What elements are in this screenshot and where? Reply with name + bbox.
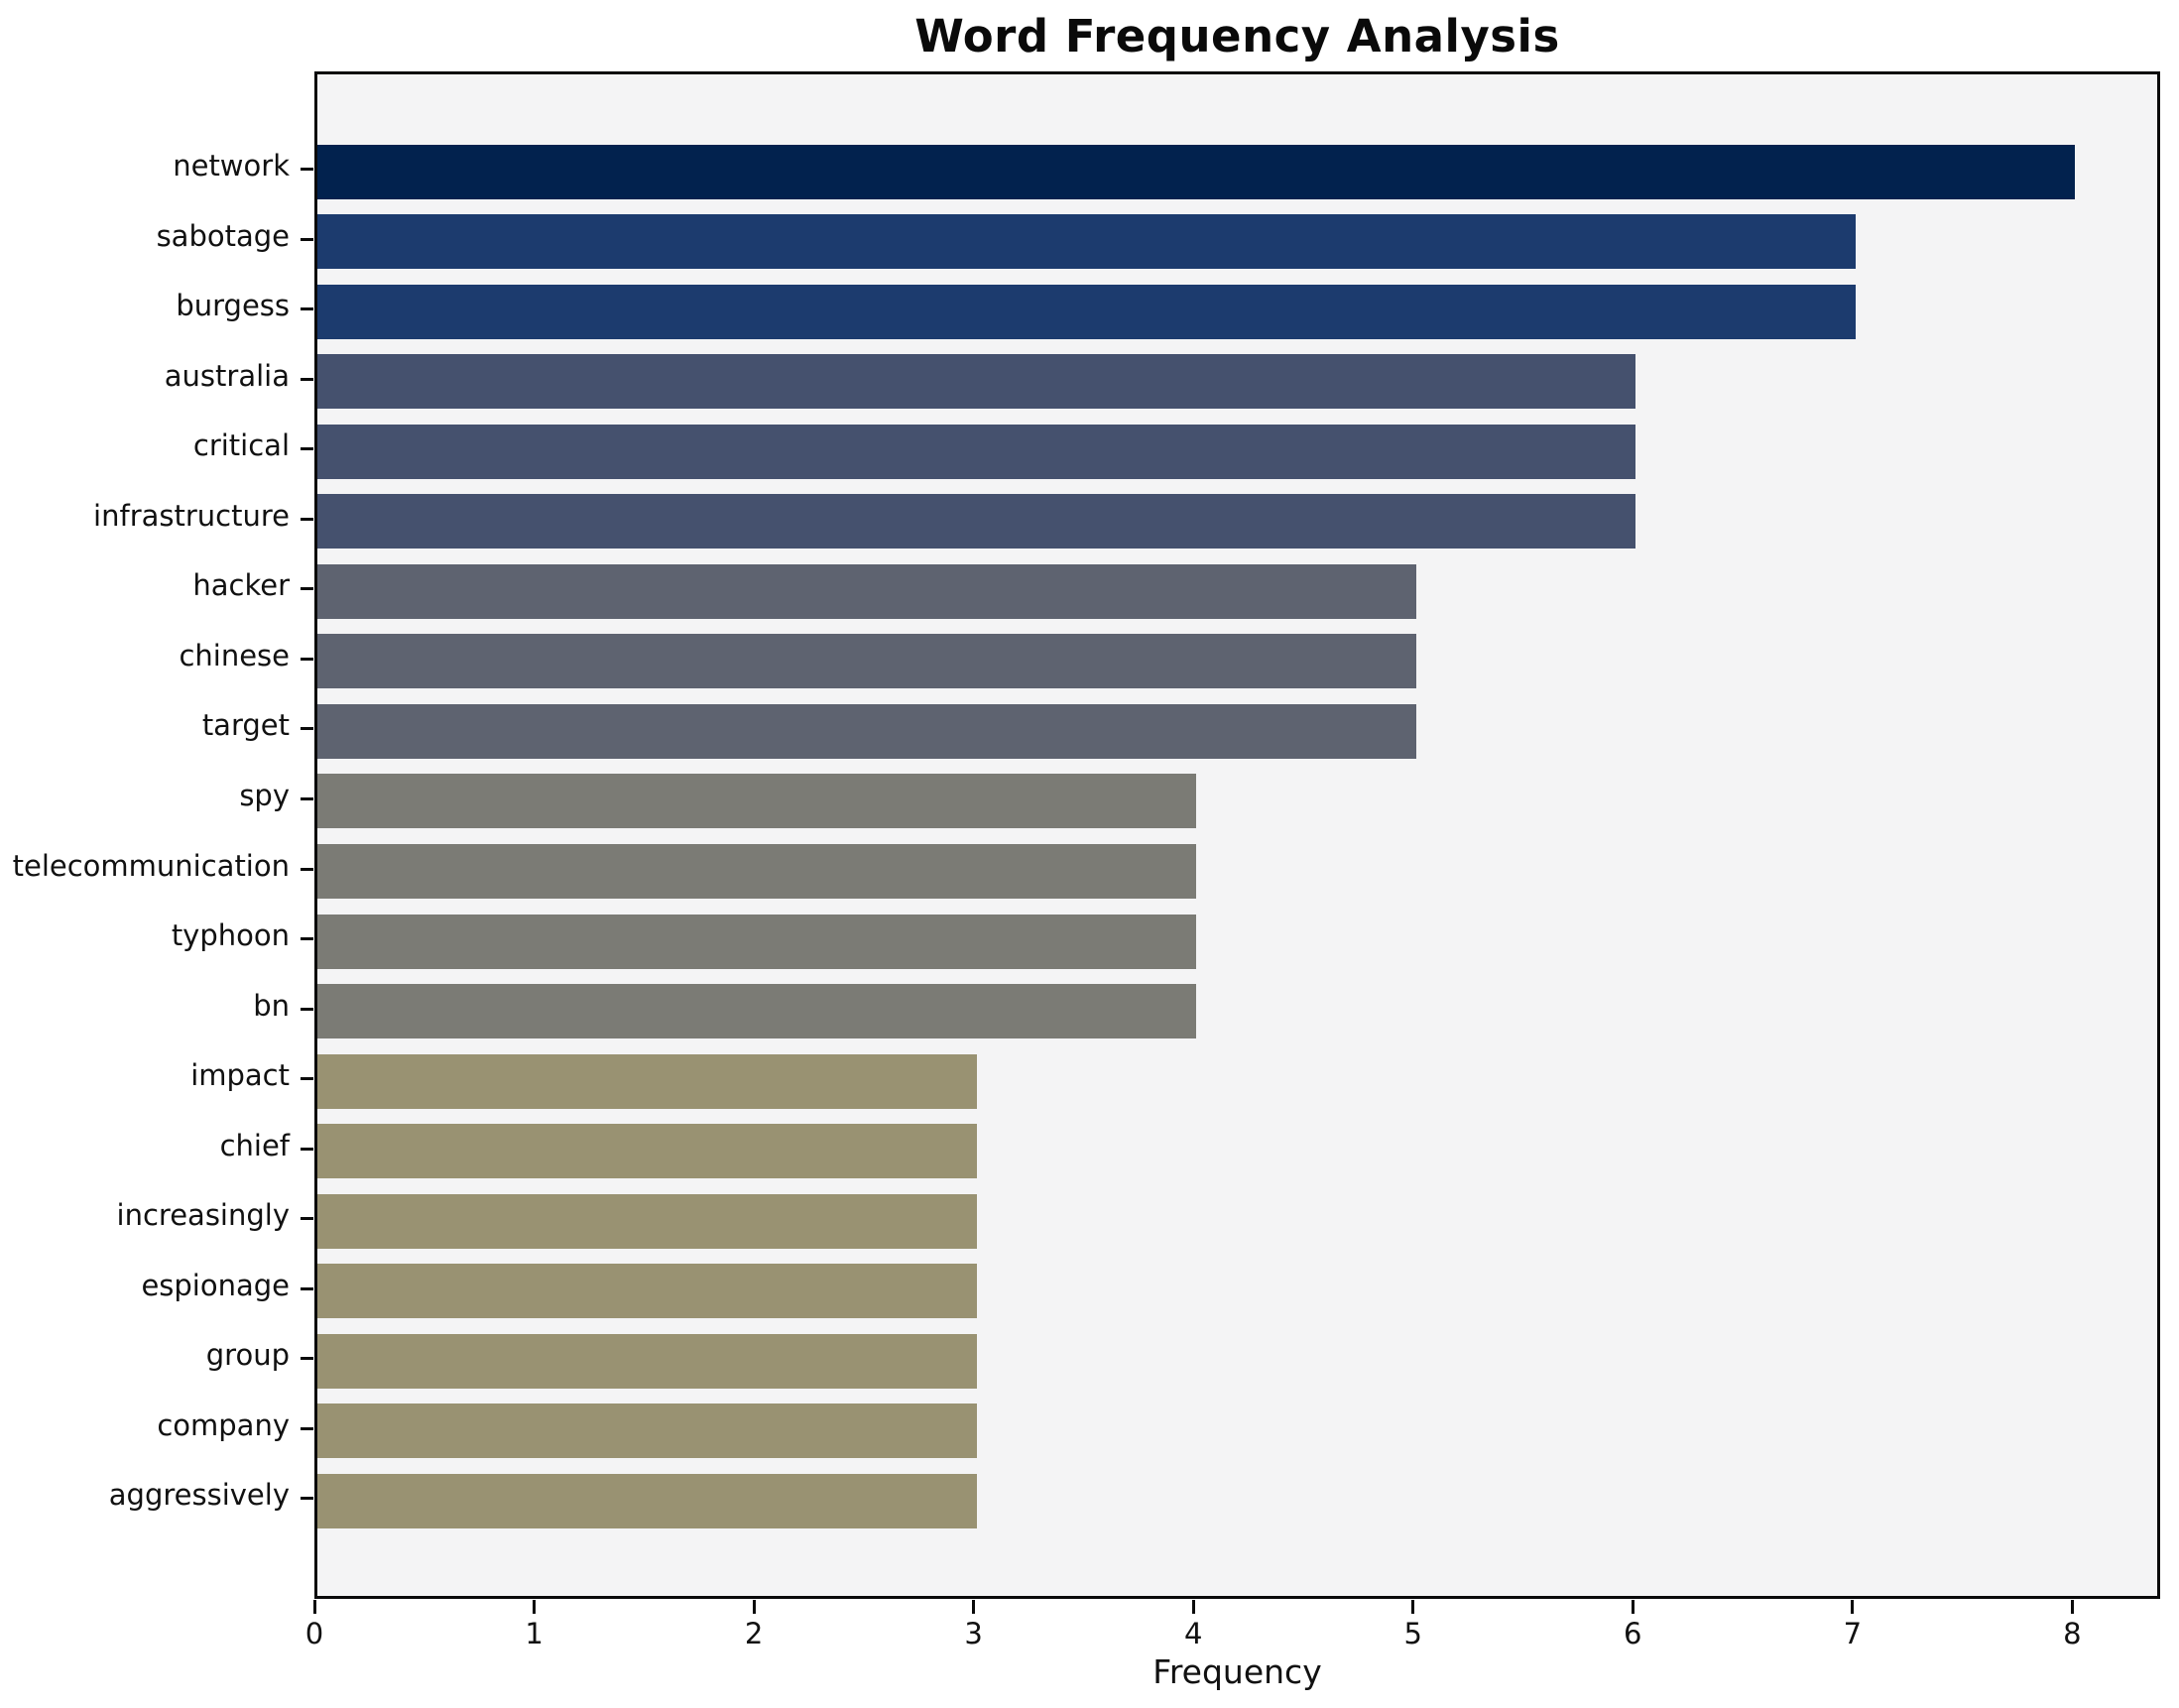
- x-tick: [972, 1600, 976, 1614]
- y-tick: [301, 447, 313, 451]
- bar-burgess: [317, 284, 1856, 339]
- x-tick: [1631, 1600, 1634, 1614]
- bar-chief: [317, 1124, 977, 1179]
- y-label-increasingly: increasingly: [116, 1198, 290, 1233]
- y-tick: [301, 307, 313, 311]
- y-label-group: group: [205, 1338, 290, 1373]
- y-tick: [301, 1497, 313, 1501]
- y-tick: [301, 937, 313, 941]
- y-label-telecommunication: telecommunication: [12, 848, 290, 883]
- bar-company: [317, 1403, 977, 1459]
- x-tick: [1851, 1600, 1855, 1614]
- bar-chinese: [317, 634, 1416, 689]
- y-tick: [301, 587, 313, 591]
- bar-sabotage: [317, 214, 1856, 270]
- y-tick: [301, 1426, 313, 1430]
- x-tick: [312, 1600, 316, 1614]
- x-tick-label-2: 2: [744, 1617, 764, 1650]
- bar-infrastructure: [317, 494, 1636, 549]
- bar-hacker: [317, 563, 1416, 619]
- x-tick-label-0: 0: [304, 1617, 324, 1650]
- bar-group: [317, 1333, 977, 1389]
- plot-area: [314, 71, 2160, 1599]
- y-label-bn: bn: [253, 988, 290, 1023]
- bar-espionage: [317, 1264, 977, 1319]
- y-tick: [301, 796, 313, 800]
- y-tick: [301, 237, 313, 241]
- x-axis-title: Frequency: [1152, 1652, 1322, 1691]
- y-label-spy: spy: [239, 778, 290, 812]
- x-tick: [1191, 1600, 1195, 1614]
- bar-typhoon: [317, 914, 1197, 969]
- bar-telecommunication: [317, 844, 1197, 899]
- y-label-typhoon: typhoon: [171, 918, 290, 953]
- x-tick-label-4: 4: [1183, 1617, 1203, 1650]
- y-tick: [301, 1007, 313, 1011]
- bar-critical: [317, 424, 1636, 479]
- y-tick: [301, 517, 313, 521]
- y-tick: [301, 1217, 313, 1221]
- x-tick-label-7: 7: [1843, 1617, 1863, 1650]
- y-label-target: target: [201, 708, 290, 743]
- y-label-impact: impact: [190, 1058, 290, 1093]
- bar-spy: [317, 774, 1197, 829]
- x-tick-label-5: 5: [1403, 1617, 1422, 1650]
- y-tick: [301, 377, 313, 381]
- y-label-hacker: hacker: [192, 568, 290, 603]
- y-label-company: company: [157, 1407, 290, 1442]
- y-label-network: network: [173, 149, 290, 183]
- bar-network: [317, 144, 2076, 199]
- y-label-infrastructure: infrastructure: [93, 498, 290, 533]
- y-label-sabotage: sabotage: [156, 218, 290, 253]
- y-tick: [301, 1286, 313, 1290]
- y-label-australia: australia: [164, 358, 290, 393]
- y-tick: [301, 1357, 313, 1361]
- x-tick: [1411, 1600, 1415, 1614]
- bar-target: [317, 703, 1416, 759]
- y-label-chief: chief: [219, 1128, 290, 1162]
- y-label-espionage: espionage: [141, 1268, 290, 1302]
- x-tick: [533, 1600, 537, 1614]
- x-tick-label-3: 3: [964, 1617, 983, 1650]
- x-tick-label-1: 1: [525, 1617, 544, 1650]
- bar-bn: [317, 984, 1197, 1039]
- x-tick: [752, 1600, 756, 1614]
- bar-impact: [317, 1053, 977, 1109]
- y-label-chinese: chinese: [179, 638, 290, 672]
- y-tick: [301, 727, 313, 731]
- chart-title: Word Frequency Analysis: [914, 10, 1560, 62]
- y-tick: [301, 867, 313, 871]
- y-tick: [301, 1147, 313, 1151]
- y-tick: [301, 168, 313, 171]
- y-tick: [301, 657, 313, 661]
- y-label-burgess: burgess: [176, 289, 290, 323]
- x-tick: [2070, 1600, 2074, 1614]
- x-tick-label-8: 8: [2063, 1617, 2082, 1650]
- y-label-aggressively: aggressively: [108, 1478, 290, 1513]
- y-label-critical: critical: [192, 428, 290, 463]
- bar-aggressively: [317, 1473, 977, 1528]
- y-tick: [301, 1077, 313, 1081]
- x-tick-label-6: 6: [1624, 1617, 1642, 1650]
- bar-australia: [317, 354, 1636, 410]
- bar-increasingly: [317, 1193, 977, 1249]
